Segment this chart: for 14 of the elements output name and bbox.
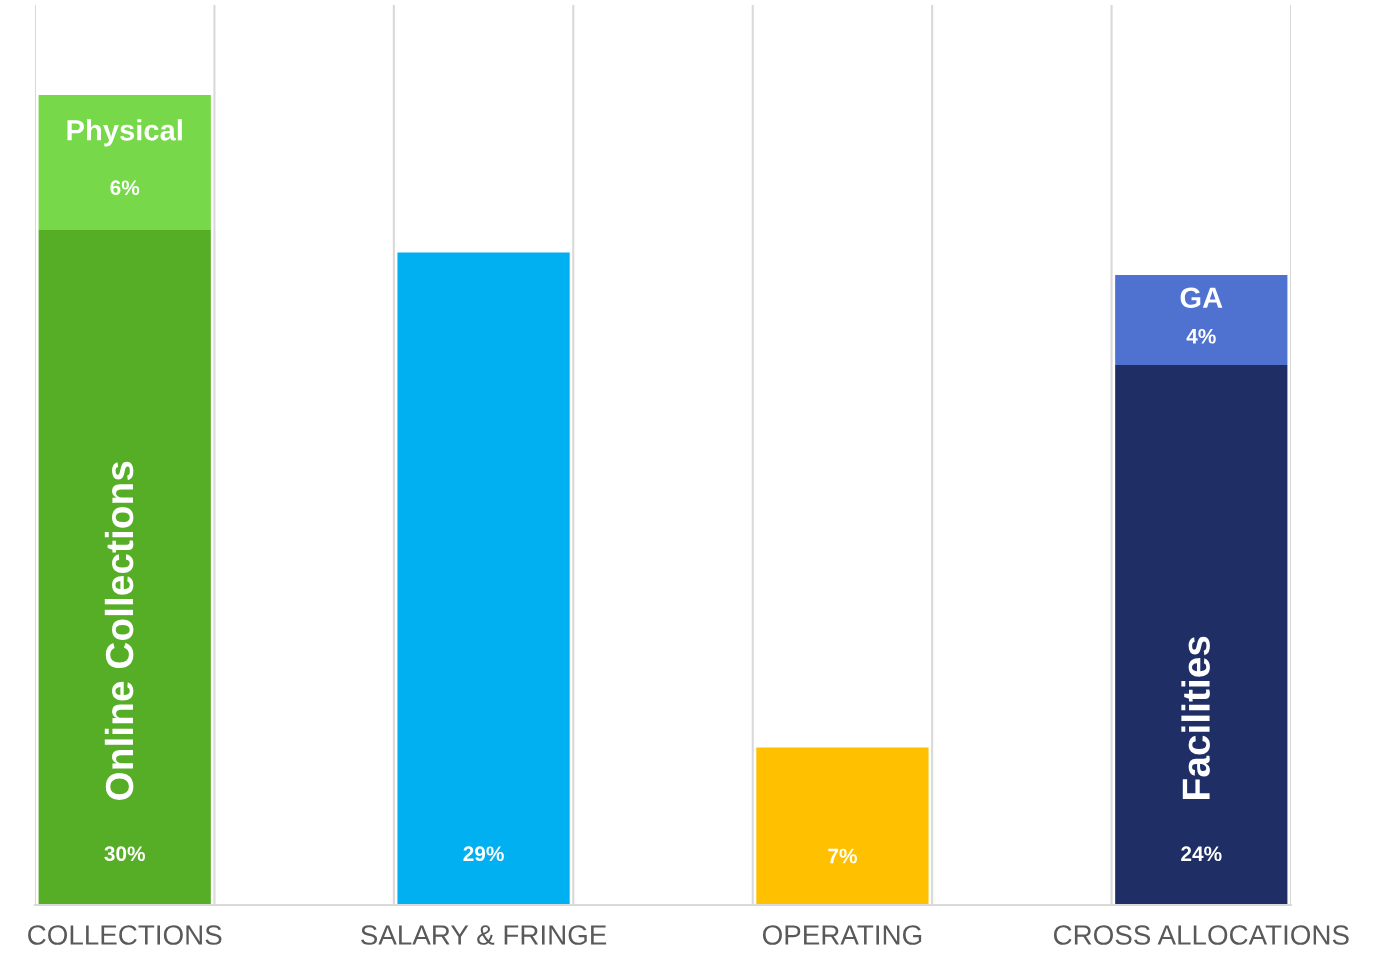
- x-tick-label: SALARY & FRINGE: [361, 925, 607, 945]
- data-label: 24%: [1181, 846, 1222, 862]
- series-label: Facilities: [1181, 636, 1210, 799]
- x-tick-label: OPERATING: [762, 925, 922, 945]
- data-label: 29%: [463, 846, 504, 862]
- data-label: 30%: [104, 846, 146, 862]
- series-label: Physical: [67, 119, 182, 147]
- series-label: Online Collections: [104, 461, 134, 800]
- data-label: 6%: [110, 180, 140, 196]
- series-label: GA: [1180, 287, 1223, 309]
- data-label: 4%: [1186, 328, 1216, 344]
- data-label: 7%: [828, 848, 857, 864]
- x-tick-label: COLLECTIONS: [28, 925, 222, 945]
- x-tick-label: CROSS ALLOCATIONS: [1053, 925, 1349, 945]
